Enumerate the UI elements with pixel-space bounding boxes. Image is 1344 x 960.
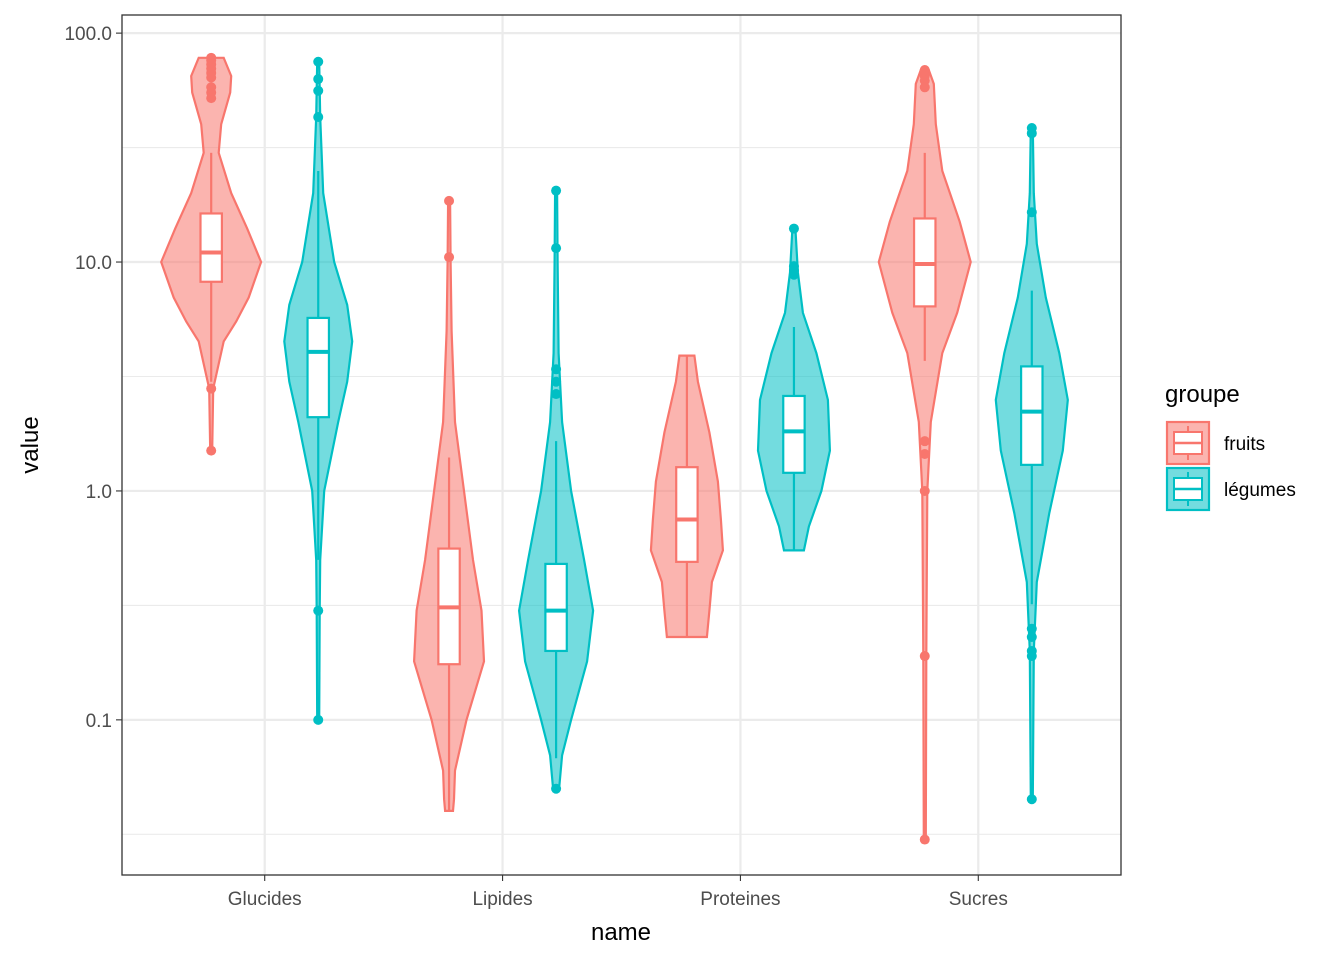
outlier-point (551, 389, 562, 400)
outlier-point (919, 82, 930, 93)
outlier-point (1026, 632, 1037, 643)
outlier-point (313, 112, 324, 123)
outlier-point (206, 383, 217, 394)
outlier-point (551, 185, 562, 196)
outlier-point (1026, 651, 1037, 662)
x-tick-label: Proteines (700, 889, 780, 910)
x-tick-label: Glucides (228, 889, 302, 910)
outlier-point (919, 651, 930, 662)
outlier-point (919, 449, 930, 460)
outlier-point (313, 56, 324, 67)
legend: groupe fruits légumes (1165, 381, 1296, 512)
plot-panel-border (121, 14, 1122, 876)
outlier-point (919, 834, 930, 845)
outlier-point (919, 485, 930, 496)
outlier-point (313, 605, 324, 616)
outlier-point (788, 223, 799, 234)
y-tick-label: 0.1 (86, 711, 112, 732)
outlier-point (313, 85, 324, 96)
outlier-point (206, 72, 217, 83)
plot-panel-background (122, 15, 1121, 875)
outlier-point (551, 376, 562, 387)
outlier-point (1026, 794, 1037, 805)
outlier-point (551, 364, 562, 375)
box-légumes-Glucides (306, 316, 331, 419)
violin-layer (160, 52, 1069, 845)
outlier-point (1026, 207, 1037, 218)
outlier-point (444, 252, 455, 263)
outlier-point (919, 436, 930, 447)
y-tick-label: 100.0 (64, 24, 112, 45)
box-légumes-Proteines (782, 394, 806, 474)
outlier-point (206, 445, 217, 456)
y-axis-title: value (17, 416, 44, 473)
y-tick-label: 10.0 (75, 253, 112, 274)
outlier-point (206, 93, 217, 104)
outlier-point (551, 243, 562, 254)
outlier-point (313, 714, 324, 725)
outlier-point (1026, 623, 1037, 634)
x-tick-label: Lipides (472, 889, 532, 910)
outlier-point (313, 74, 324, 85)
x-axis: Glucides Lipides Proteines Sucres (228, 875, 1008, 910)
x-tick-label: Sucres (949, 889, 1008, 910)
box-légumes-Sucres (1019, 365, 1044, 466)
box-fruits-Proteines (675, 466, 699, 563)
box-fruits-Glucides (199, 212, 224, 283)
outlier-point (444, 195, 455, 206)
legend-label: légumes (1224, 480, 1296, 501)
legend-label: fruits (1224, 434, 1265, 455)
legend-title: groupe (1165, 381, 1240, 408)
x-axis-title: name (591, 919, 651, 946)
outlier-point (788, 269, 799, 280)
legend-key-légumes: légumes (1165, 466, 1296, 512)
outlier-point (1026, 128, 1037, 139)
legend-key-fruits: fruits (1165, 420, 1265, 466)
outlier-point (551, 783, 562, 794)
y-axis: 0.1 1.0 10.0 100.0 (64, 24, 122, 732)
box-légumes-Lipides (544, 562, 568, 653)
y-tick-label: 1.0 (86, 482, 112, 503)
